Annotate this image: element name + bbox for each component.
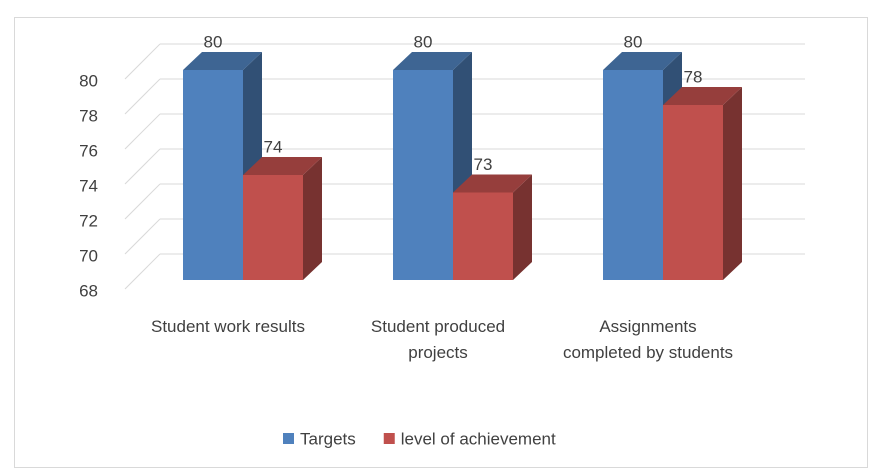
data-label: 74 <box>264 137 283 156</box>
data-label: 80 <box>204 32 223 51</box>
bar-side <box>513 174 532 280</box>
grid-line-side <box>124 113 161 150</box>
y-tick-label: 76 <box>79 141 98 160</box>
bar-top <box>453 174 532 193</box>
grid-line-side <box>124 183 161 220</box>
bar-top <box>183 52 262 70</box>
legend-swatch <box>283 433 294 444</box>
x-tick-label: Assignments completed by students <box>562 317 734 362</box>
bar-top <box>663 87 742 105</box>
bar-side <box>723 87 742 280</box>
bar-front <box>663 105 723 280</box>
y-tick-label: 74 <box>79 176 98 195</box>
y-tick-label: 70 <box>79 246 98 265</box>
grid-line-side <box>124 218 161 255</box>
legend-label: level of achievement <box>401 429 556 448</box>
bar-side <box>303 157 322 280</box>
x-tick-label: Student work results <box>150 317 305 336</box>
data-label: 80 <box>624 32 643 51</box>
bar-front <box>603 70 663 280</box>
bar-front <box>453 192 513 280</box>
y-tick-label: 78 <box>79 106 98 125</box>
grid-line-side <box>124 148 161 185</box>
bar-front <box>183 70 243 280</box>
data-label: 80 <box>414 32 433 51</box>
grid-line-side <box>124 78 161 115</box>
bar-front <box>243 175 303 280</box>
x-tick-label: Student produced projects <box>370 317 506 362</box>
grid-line-side <box>124 43 161 80</box>
legend-label: Targets <box>300 429 356 448</box>
data-label: 73 <box>474 155 493 174</box>
bar-front <box>393 70 453 280</box>
grid-line-side <box>124 253 161 290</box>
bar-top <box>603 52 682 70</box>
legend-swatch <box>383 433 395 444</box>
bar-top <box>243 157 322 175</box>
y-tick-label: 80 <box>79 71 98 90</box>
bar-top <box>393 52 472 70</box>
y-tick-label: 72 <box>79 211 98 230</box>
y-tick-label: 68 <box>79 281 98 300</box>
data-label: 78 <box>684 67 703 86</box>
